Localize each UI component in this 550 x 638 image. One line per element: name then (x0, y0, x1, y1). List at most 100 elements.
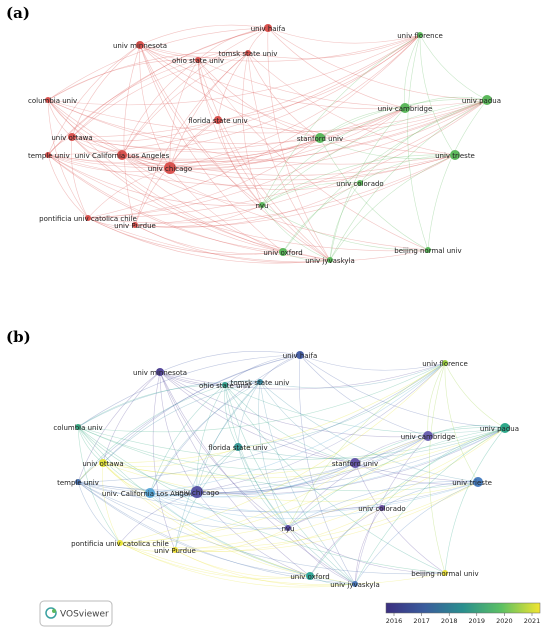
edge (261, 154, 456, 206)
node (222, 382, 228, 388)
node (350, 458, 360, 468)
node (500, 423, 510, 433)
node-label: beijing normal univ (394, 247, 461, 255)
edge (259, 354, 301, 383)
edge (159, 350, 301, 373)
edge (159, 371, 479, 483)
edge (419, 34, 456, 156)
edge (77, 426, 356, 470)
edge (174, 381, 261, 551)
node-label: univ. California Los Angeles (102, 490, 198, 498)
edge (47, 99, 488, 167)
node (357, 180, 363, 186)
edge (77, 426, 198, 493)
edge (102, 427, 506, 479)
edge (444, 362, 479, 483)
colorbar-tick-label: 2019 (469, 617, 486, 625)
edge (77, 384, 226, 428)
node-label: univ trieste (452, 479, 492, 487)
edge (77, 426, 479, 492)
edge (102, 371, 161, 464)
edge (149, 462, 356, 498)
edge (149, 492, 289, 529)
edge (169, 119, 219, 169)
edge (47, 27, 269, 156)
edge (267, 27, 406, 109)
edges (47, 24, 506, 588)
edge (87, 217, 284, 255)
edge (47, 154, 89, 219)
node-label: univ haifa (283, 352, 318, 360)
edge (287, 362, 446, 529)
edge (224, 380, 261, 386)
edge (224, 384, 446, 574)
colorbar-tick-label: 2016 (386, 617, 403, 625)
edge (299, 354, 356, 585)
edge (121, 99, 488, 163)
edge (196, 362, 446, 493)
node-label: nyu (281, 525, 294, 533)
edge (47, 44, 141, 156)
node (245, 50, 251, 56)
node-label: univ florence (397, 32, 443, 40)
edge (224, 384, 239, 448)
node-label: pontificia univ catolica chile (39, 215, 137, 223)
edge (174, 549, 311, 578)
edge (102, 435, 429, 477)
edge (77, 481, 446, 575)
node (234, 443, 242, 451)
edge (47, 34, 421, 106)
edge (71, 119, 219, 142)
node (85, 215, 91, 221)
edge (119, 542, 311, 579)
edge (149, 384, 226, 494)
edge (261, 99, 488, 206)
node (315, 133, 325, 143)
edge (319, 137, 456, 159)
edge (427, 425, 506, 437)
node (417, 32, 423, 38)
edge (242, 52, 263, 206)
edge (359, 99, 488, 184)
node (473, 477, 483, 487)
edge (159, 371, 226, 386)
edge (224, 384, 356, 585)
colorbar-tick-label: 2018 (441, 617, 458, 625)
edge (87, 34, 421, 219)
edge (71, 107, 406, 150)
edge (47, 52, 249, 101)
edge (444, 427, 506, 574)
node-label: univ padua (462, 97, 501, 105)
edge (149, 492, 383, 519)
node (279, 248, 287, 256)
edge (47, 99, 456, 165)
node (191, 486, 203, 498)
node-label: tomsk state univ (231, 379, 290, 387)
edge (174, 481, 479, 552)
edge (197, 27, 269, 61)
edge (47, 154, 429, 252)
edge (71, 136, 89, 219)
node-label: univ trieste (435, 152, 475, 160)
edge (121, 154, 331, 261)
edge (287, 527, 356, 585)
edge (169, 107, 406, 169)
node (259, 202, 265, 208)
edge (77, 426, 311, 577)
edge (47, 27, 269, 101)
edge (77, 354, 301, 483)
edge (282, 182, 361, 253)
edge (404, 96, 488, 109)
node (156, 368, 164, 376)
colorbar-tick-label: 2017 (413, 617, 430, 625)
edge (287, 435, 429, 529)
edge (87, 99, 488, 219)
colorbar (385, 602, 541, 614)
edge (224, 354, 301, 386)
node-label: univ oxford (290, 573, 329, 581)
edge (47, 99, 123, 156)
edge (174, 549, 356, 587)
edge (359, 154, 456, 184)
edge (102, 354, 301, 464)
edge (47, 59, 199, 101)
